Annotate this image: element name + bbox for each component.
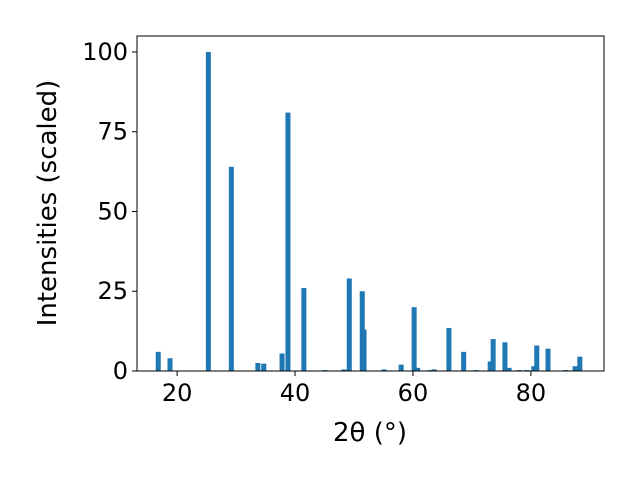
bar [572,366,578,371]
x-axis-label: 2θ (°) [333,418,407,448]
bar [431,369,437,371]
y-tick-label: 25 [97,277,128,305]
bar [205,51,211,371]
bar [301,288,307,371]
bar [545,348,551,371]
bar [531,366,537,371]
bar [446,327,452,371]
y-tick-label: 0 [113,357,128,385]
bar [228,166,234,371]
bar [534,345,540,371]
y-tick-label: 100 [82,38,128,66]
bar [502,342,508,371]
bar [346,278,352,371]
x-tick-label: 40 [280,379,311,407]
bar [167,358,173,371]
bar [285,112,291,372]
bar [506,367,512,371]
x-tick-label: 80 [516,379,547,407]
bar [415,367,421,371]
y-axis-label: Intensities (scaled) [33,80,63,327]
bar [411,307,417,371]
bar [341,369,347,371]
bar [487,361,493,371]
x-tick-label: 20 [162,379,193,407]
bar [577,356,583,371]
bar [381,369,387,371]
bar [361,329,367,371]
bar [155,351,161,371]
bar [255,363,261,371]
bar [261,363,267,371]
bar [461,351,467,371]
y-tick-label: 50 [97,197,128,225]
bar [490,339,496,371]
y-tick-label: 75 [97,118,128,146]
x-tick-label: 60 [398,379,429,407]
bar [279,353,285,371]
bar [398,364,404,371]
plot-frame [136,35,605,372]
